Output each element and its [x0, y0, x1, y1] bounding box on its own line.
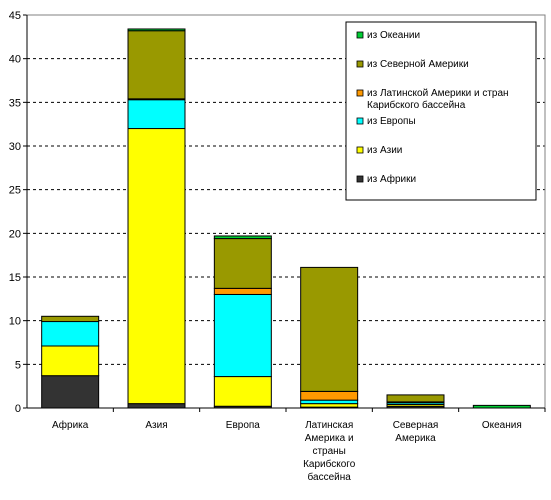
y-tick-label: 35: [9, 97, 21, 109]
legend-label: из Европы: [367, 116, 416, 127]
axes: [23, 14, 546, 412]
x-tick-label: Европа: [226, 420, 261, 431]
legend-swatch: [356, 146, 364, 154]
y-tick-label: 10: [9, 316, 21, 328]
y-tick-label: 40: [9, 54, 21, 66]
y-tick-label: 45: [9, 10, 21, 22]
bar-segment: [300, 266, 359, 392]
bar-segment: [213, 238, 272, 289]
bar-segment: [300, 399, 359, 405]
y-tick-label: 25: [9, 185, 21, 197]
bars: [41, 28, 531, 409]
bar-segment: [41, 315, 100, 323]
bar-segment: [41, 345, 100, 377]
bar-segment: [213, 235, 272, 240]
legend-label: из Африки: [367, 173, 416, 185]
legend-swatch: [356, 175, 364, 183]
y-tick-label: 15: [9, 272, 21, 284]
bar-segment: [127, 128, 186, 405]
x-tick-label: Азия: [145, 420, 167, 431]
y-axis-ticks: 0 5 10 15 20 25 30 35 40 45: [9, 10, 21, 415]
legend-swatch: [356, 60, 364, 68]
x-tick-label: Океания: [482, 420, 522, 431]
bar-segment: [127, 403, 186, 409]
legend: из Океании из Северной Америки из Латинско…: [345, 21, 537, 201]
legend-swatch: [356, 117, 364, 125]
bar-segment: [300, 403, 359, 408]
y-tick-label: 20: [9, 228, 21, 240]
bar-segment: [213, 287, 272, 295]
y-tick-label: 30: [9, 141, 21, 153]
legend-swatch: [356, 89, 364, 97]
legend-box: [345, 21, 537, 201]
x-tick-label: Латинская Америка и страны Карибского бассей…: [303, 420, 356, 483]
bar-segment: [386, 394, 445, 403]
legend-label: из Латинской Америки и стран Карибского б…: [367, 88, 509, 111]
y-tick-label: 0: [15, 403, 21, 415]
y-tick-label: 5: [15, 359, 21, 371]
x-axis-labels: Африка Азия Европа Латинская Америка и страны…: [52, 419, 522, 483]
bar-segment: [300, 390, 359, 401]
legend-label: из Северной Америки: [367, 59, 469, 70]
bar-segment: [213, 376, 272, 407]
bar-segment: [41, 321, 100, 347]
bar-segment: [127, 30, 186, 100]
x-tick-label: Африка: [52, 419, 89, 431]
legend-swatch: [356, 31, 364, 39]
legend-label: из Азии: [367, 145, 402, 156]
bar-segment: [213, 293, 272, 378]
legend-label: из Океании: [367, 30, 420, 41]
bar-segment: [41, 375, 100, 409]
bar-segment: [127, 28, 186, 32]
x-tick-label: Северная Америка: [393, 420, 439, 444]
bar-segment: [127, 99, 186, 130]
